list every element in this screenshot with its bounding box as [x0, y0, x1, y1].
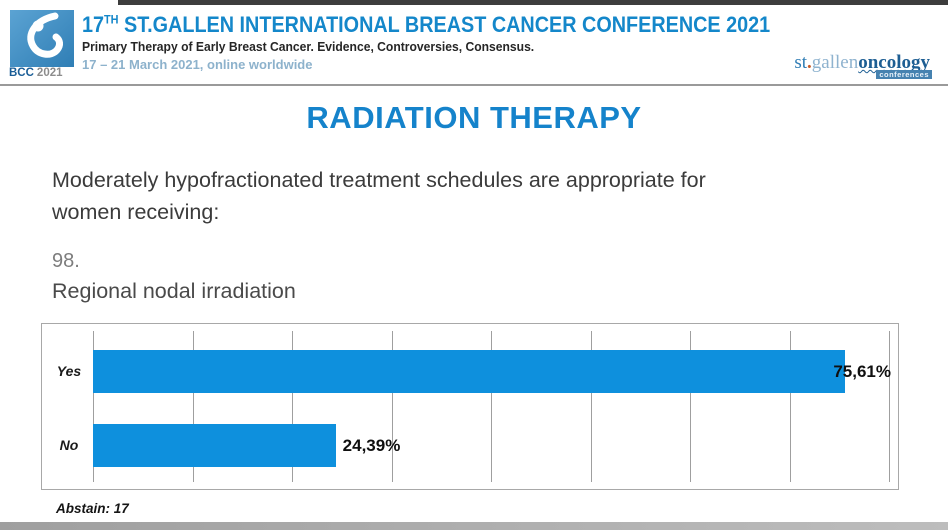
brand-dot: . — [807, 52, 812, 73]
grid-line — [292, 331, 293, 482]
conference-title-ordinal: TH — [104, 12, 119, 27]
grid-line — [491, 331, 492, 482]
conference-dates: 17 – 21 March 2021, online worldwide — [82, 57, 313, 72]
grid-line — [391, 331, 393, 482]
abstain-note: Abstain: 17 — [56, 501, 129, 516]
conference-title: 17TH ST.GALLEN INTERNATIONAL BREAST CANC… — [82, 12, 770, 38]
video-top-edge — [118, 0, 948, 5]
video-bottom-edge — [0, 522, 948, 530]
category-label-no: No — [59, 436, 79, 453]
bar-no — [93, 424, 336, 467]
question-text: Moderately hypofractionated treatment sc… — [52, 164, 892, 228]
stgallen-oncology-logo: st.gallenoncology conferences — [794, 52, 932, 79]
brand-gallen: gallen — [811, 52, 859, 73]
bar-yes — [93, 350, 846, 393]
conference-subtitle: Primary Therapy of Early Breast Cancer. … — [82, 40, 535, 54]
question-number: 98. — [52, 250, 80, 272]
grid-line — [889, 331, 890, 482]
section-title: RADIATION THERAPY — [306, 100, 642, 135]
grid-line — [192, 331, 194, 482]
bcc-logo-icon — [10, 10, 74, 67]
brand-st: st — [794, 52, 808, 73]
conference-title-text: ST.GALLEN INTERNATIONAL BREAST CANCER CO… — [118, 12, 771, 37]
bcc-year: 2021 — [36, 67, 63, 79]
category-label-yes: Yes — [56, 362, 82, 379]
brand-oncology: oncology — [858, 52, 930, 73]
brand-conferences-badge: conferences — [876, 70, 932, 79]
grid-line — [789, 331, 791, 482]
grid-line — [690, 331, 691, 482]
question-item: Regional nodal irradiation — [52, 279, 296, 303]
grid-line — [590, 331, 592, 482]
value-label-yes: 75,61% — [833, 361, 891, 381]
y-axis-line — [93, 331, 94, 482]
question-line-1: Moderately hypofractionated treatment sc… — [52, 168, 706, 192]
question-line-2: women receiving: — [52, 200, 220, 224]
conference-title-number: 17 — [82, 12, 105, 37]
value-label-no: 24,39% — [342, 435, 401, 455]
header-divider — [0, 84, 948, 86]
poll-bar-chart: Yes 75,61% No 24,39% — [41, 323, 899, 490]
bcc-logo-caption: BCC 2021 — [9, 67, 89, 79]
bcc-acronym: BCC — [9, 67, 34, 79]
